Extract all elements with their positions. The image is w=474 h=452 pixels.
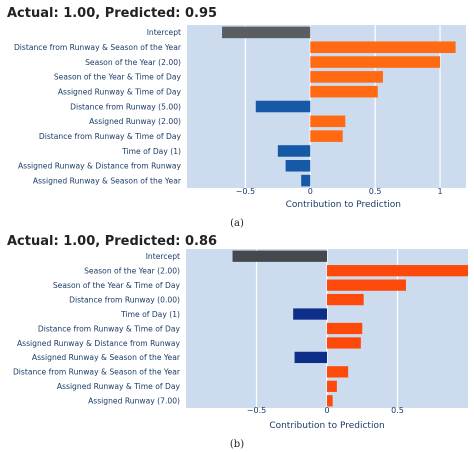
chart-b-bar-label: Season of the Year (2.00) <box>84 266 180 275</box>
chart-b-caption: (b) <box>230 439 244 450</box>
chart-a-x-axis-label: Contribution to Prediction <box>286 200 401 210</box>
chart-b-bar-label: Assigned Runway & Distance from Runway <box>17 339 181 348</box>
chart-b-title: Actual: 1.00, Predicted: 0.86 <box>7 234 217 249</box>
chart-a-bar <box>310 41 456 54</box>
chart-a-bar <box>310 85 378 98</box>
chart-b-bar <box>232 250 327 262</box>
chart-b-tick-label: 0.5 <box>391 406 404 415</box>
chart-a-tick-label: −0.5 <box>236 187 255 196</box>
chart-a-bar <box>222 26 311 39</box>
chart-b-bar <box>327 337 361 349</box>
chart-a-bar <box>310 71 383 83</box>
chart-a-bar <box>255 100 311 113</box>
chart-a-bar-label: Assigned Runway (2.00) <box>89 117 181 126</box>
chart-a-bar <box>310 130 343 142</box>
chart-a-tick-label: 0 <box>308 187 313 196</box>
chart-b-bar-label: Distance from Runway & Time of Day <box>38 324 181 333</box>
chart-a-bar-label: Assigned Runway & Time of Day <box>58 87 182 96</box>
chart-a-bar-label: Distance from Runway & Season of the Yea… <box>14 43 182 52</box>
chart-a-bar-label: Assigned Runway & Season of the Year <box>33 176 182 185</box>
chart-b-bar <box>327 265 468 277</box>
chart-b-bar-label: Assigned Runway & Season of the Year <box>32 353 181 362</box>
chart-b-bar <box>293 308 327 320</box>
chart-a-bar-label: Intercept <box>147 28 181 37</box>
chart-b-bar <box>327 395 333 407</box>
chart-a-tick-label: 0.5 <box>369 187 382 196</box>
chart-a-bar <box>285 159 311 172</box>
chart-b-bar-label: Assigned Runway (7.00) <box>88 397 180 406</box>
chart-a-bar-label: Distance from Runway & Time of Day <box>39 132 182 141</box>
chart-b-bar <box>327 380 337 392</box>
chart-a-bar-label: Distance from Runway (5.00) <box>70 102 181 111</box>
chart-b-bar <box>294 351 327 364</box>
chart-a-bar <box>310 56 441 68</box>
chart-b-bar <box>327 293 364 306</box>
chart-a-bar-label: Season of the Year & Time of Day <box>54 73 182 82</box>
chart-a-title: Actual: 1.00, Predicted: 0.95 <box>7 6 217 21</box>
chart-b-bar <box>327 322 363 335</box>
chart-b-x-axis-label: Contribution to Prediction <box>269 421 384 431</box>
chart-b-bar-label: Distance from Runway (0.00) <box>69 295 180 304</box>
chart-b-tick-label: −0.5 <box>247 406 266 415</box>
chart-b-bar-label: Time of Day (1) <box>120 310 180 319</box>
chart-b-tick-label: 0 <box>324 406 329 415</box>
chart-a-bar <box>277 145 311 157</box>
chart-a-bar-label: Assigned Runway & Distance from Runway <box>18 162 182 171</box>
chart-b-bar-label: Distance from Runway & Season of the Yea… <box>13 368 181 377</box>
chart-a-tick-label: 1 <box>437 187 442 196</box>
chart-a-bar <box>310 115 346 128</box>
chart-b-bar-label: Season of the Year & Time of Day <box>53 281 181 290</box>
chart-a-caption: (a) <box>230 218 244 229</box>
chart-b-bar <box>327 366 349 378</box>
chart-b-bar <box>327 279 406 291</box>
chart-a-bar-label: Season of the Year (2.00) <box>85 58 181 67</box>
chart-b-bar-label: Intercept <box>146 252 180 261</box>
chart-a-bar <box>301 174 311 187</box>
chart-b-bar-label: Assigned Runway & Time of Day <box>57 382 181 391</box>
chart-a-bar-label: Time of Day (1) <box>121 147 181 156</box>
